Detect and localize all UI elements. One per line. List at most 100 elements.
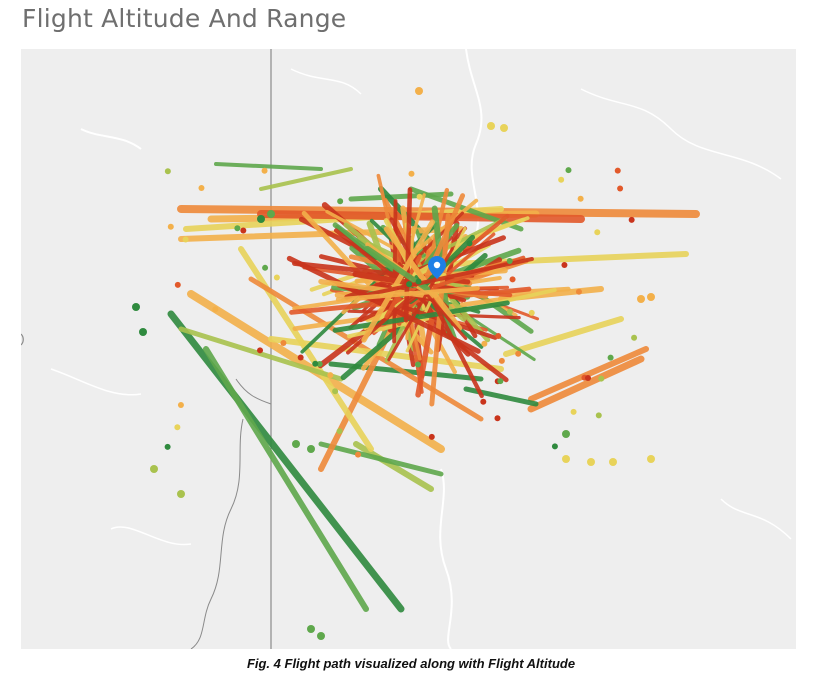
basemap-features: [21, 49, 792, 649]
flight-paths: [167, 162, 700, 613]
flight-point: [551, 443, 558, 450]
flight-point: [307, 445, 315, 453]
flight-point: [495, 333, 502, 340]
flight-point: [406, 281, 413, 288]
flight-point: [317, 632, 325, 640]
flight-point: [174, 281, 181, 288]
flight-point: [297, 354, 304, 361]
flight-point: [415, 87, 423, 95]
flight-point: [177, 490, 185, 498]
flight-point: [164, 168, 171, 175]
location-pin-icon[interactable]: [428, 256, 446, 279]
flight-point: [267, 210, 275, 218]
flight-point: [257, 215, 265, 223]
flight-point: [562, 455, 570, 463]
flight-point: [587, 458, 595, 466]
flight-points: [132, 87, 655, 640]
flight-point: [139, 328, 147, 336]
flight-point: [609, 458, 617, 466]
flight-point: [164, 443, 171, 450]
flight-point: [332, 388, 339, 395]
flight-track: [203, 346, 369, 612]
flight-point: [595, 412, 602, 419]
flight-point: [167, 223, 174, 230]
flight-track: [463, 386, 539, 407]
flight-track: [358, 256, 534, 299]
flight-track: [503, 316, 624, 357]
flight-point: [307, 625, 315, 633]
flight-point: [598, 375, 605, 382]
flight-point: [480, 398, 487, 405]
flight-track: [353, 441, 434, 492]
flight-point: [506, 308, 513, 315]
flight-point: [261, 167, 268, 174]
flight-point: [628, 216, 635, 223]
flight-track: [417, 193, 466, 296]
flight-track: [332, 300, 510, 333]
flight-point: [498, 357, 505, 364]
flight-point: [558, 176, 565, 183]
flight-point: [509, 276, 516, 283]
flight-point: [617, 185, 624, 192]
flight-point: [415, 278, 422, 285]
flight-point: [316, 360, 323, 367]
flight-point: [515, 350, 522, 357]
flight-track: [527, 355, 645, 413]
flight-track: [403, 187, 413, 323]
flight-track: [361, 219, 435, 343]
flight-point: [280, 340, 287, 347]
flight-point: [132, 303, 140, 311]
flight-track: [214, 162, 323, 171]
flight-point: [212, 306, 219, 313]
flight-point: [150, 465, 158, 473]
flight-point: [312, 360, 319, 367]
flight-track: [259, 167, 353, 191]
flight-point: [594, 229, 601, 236]
flight-point: [585, 375, 592, 382]
flight-point: [336, 428, 343, 435]
flight-track: [383, 226, 463, 331]
flight-point: [637, 295, 645, 303]
flight-point: [337, 198, 344, 205]
flight-point: [466, 240, 473, 247]
flight-point: [355, 451, 362, 458]
flight-point: [177, 402, 184, 409]
flight-track: [318, 441, 444, 477]
flight-point: [565, 167, 572, 174]
flight-point: [561, 262, 568, 269]
flight-track: [167, 310, 405, 613]
flight-map[interactable]: [21, 49, 796, 649]
flight-point: [570, 408, 577, 415]
flight-point: [528, 309, 535, 316]
flight-point: [182, 236, 189, 243]
flight-track: [335, 285, 480, 302]
flight-point: [257, 347, 264, 354]
flight-point: [262, 264, 269, 271]
flight-point: [577, 195, 584, 202]
flight-point: [416, 193, 423, 200]
flight-point: [607, 354, 614, 361]
flight-track: [528, 346, 649, 402]
flight-point: [497, 378, 504, 385]
flight-point: [500, 124, 508, 132]
figure-caption: Fig. 4 Flight path visualized along with…: [246, 656, 576, 671]
flight-point: [240, 227, 247, 234]
flight-point: [647, 455, 655, 463]
flight-point: [562, 430, 570, 438]
flight-point: [487, 122, 495, 130]
flight-point: [414, 361, 421, 368]
flight-point: [273, 274, 280, 281]
flight-point: [408, 170, 415, 177]
flight-point: [174, 424, 181, 431]
flight-point: [428, 433, 435, 440]
flight-point: [327, 372, 334, 379]
flight-point: [614, 167, 621, 174]
map-canvas[interactable]: [21, 49, 796, 649]
flight-point: [647, 293, 655, 301]
chart-title: Flight Altitude And Range: [22, 4, 347, 33]
flight-point: [292, 440, 300, 448]
flight-point: [575, 288, 582, 295]
flight-track: [178, 326, 344, 382]
flight-point: [481, 340, 488, 347]
flight-point: [506, 258, 513, 265]
